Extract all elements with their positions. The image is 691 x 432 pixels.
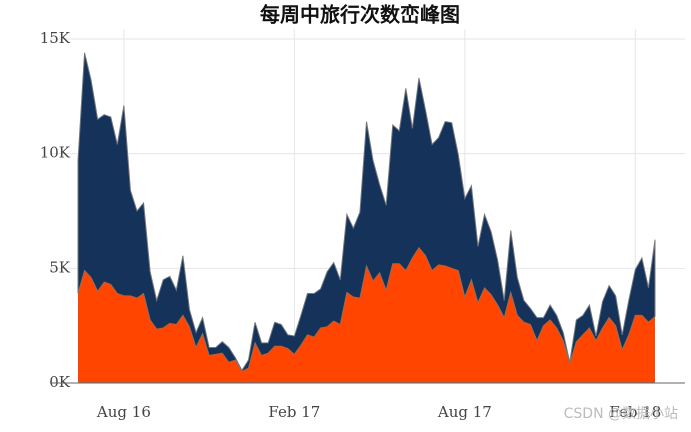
area	[78, 247, 655, 383]
y-tick-label: 5K	[49, 258, 71, 276]
y-tick-label: 0K	[49, 373, 71, 391]
area	[77, 52, 656, 373]
x-tick-label: Aug 17	[437, 403, 492, 421]
x-tick-label: Feb 18	[609, 403, 661, 421]
chart-title: 每周中旅行次数峦峰图	[260, 3, 460, 27]
plot-area	[77, 52, 656, 383]
x-tick-label: Feb 17	[268, 403, 320, 421]
axes: 0K 5K 10K 15K Aug 16 Feb 17 Aug 17 Feb 18	[40, 29, 685, 421]
watermark: CSDN @数据小站	[564, 406, 678, 422]
y-tick-label: 10K	[40, 144, 71, 162]
y-tick-label: 15K	[40, 29, 71, 47]
x-tick-label: Aug 16	[96, 403, 151, 421]
